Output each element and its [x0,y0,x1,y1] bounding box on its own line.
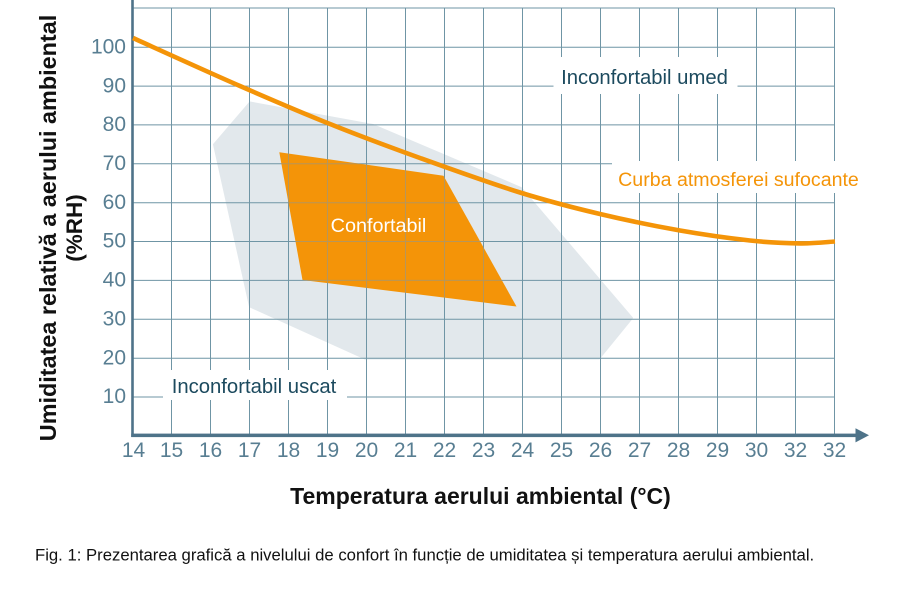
svg-text:Curba atmosferei sufocante: Curba atmosferei sufocante [618,169,859,191]
svg-text:Temperatura aerului ambiental: Temperatura aerului ambiental (°C) [290,483,671,509]
svg-text:32: 32 [823,439,846,462]
svg-text:Inconfortabil umed: Inconfortabil umed [561,67,728,89]
svg-text:17: 17 [238,439,261,462]
svg-text:10: 10 [103,385,126,408]
svg-text:30: 30 [745,439,768,462]
svg-text:14: 14 [122,439,146,462]
svg-text:24: 24 [511,439,535,462]
svg-text:Umiditatea relativă a aerului: Umiditatea relativă a aerului ambiental [35,15,61,441]
svg-text:22: 22 [433,439,456,462]
svg-text:27: 27 [628,439,651,462]
svg-text:30: 30 [103,308,126,331]
svg-text:100: 100 [91,35,126,58]
svg-text:40: 40 [103,269,126,292]
svg-text:80: 80 [103,113,126,136]
svg-text:70: 70 [103,152,126,175]
svg-text:20: 20 [355,439,378,462]
svg-text:21: 21 [394,439,417,462]
svg-text:25: 25 [550,439,573,462]
svg-text:32: 32 [784,439,807,462]
svg-text:60: 60 [103,191,126,214]
svg-text:18: 18 [277,439,300,462]
svg-text:29: 29 [706,439,729,462]
svg-text:20: 20 [103,346,126,369]
svg-text:50: 50 [103,230,126,253]
svg-text:16: 16 [199,439,222,462]
svg-text:26: 26 [589,439,612,462]
svg-text:(%RH): (%RH) [62,194,87,262]
svg-text:15: 15 [160,439,183,462]
svg-text:19: 19 [316,439,339,462]
svg-text:Inconfortabil uscat: Inconfortabil uscat [172,376,337,398]
svg-text:23: 23 [472,439,495,462]
svg-text:Fig. 1: Prezentarea grafică a: Fig. 1: Prezentarea grafică a nivelului … [35,546,814,565]
svg-text:28: 28 [667,439,690,462]
svg-text:Confortabil: Confortabil [331,215,427,237]
svg-text:90: 90 [103,74,126,97]
